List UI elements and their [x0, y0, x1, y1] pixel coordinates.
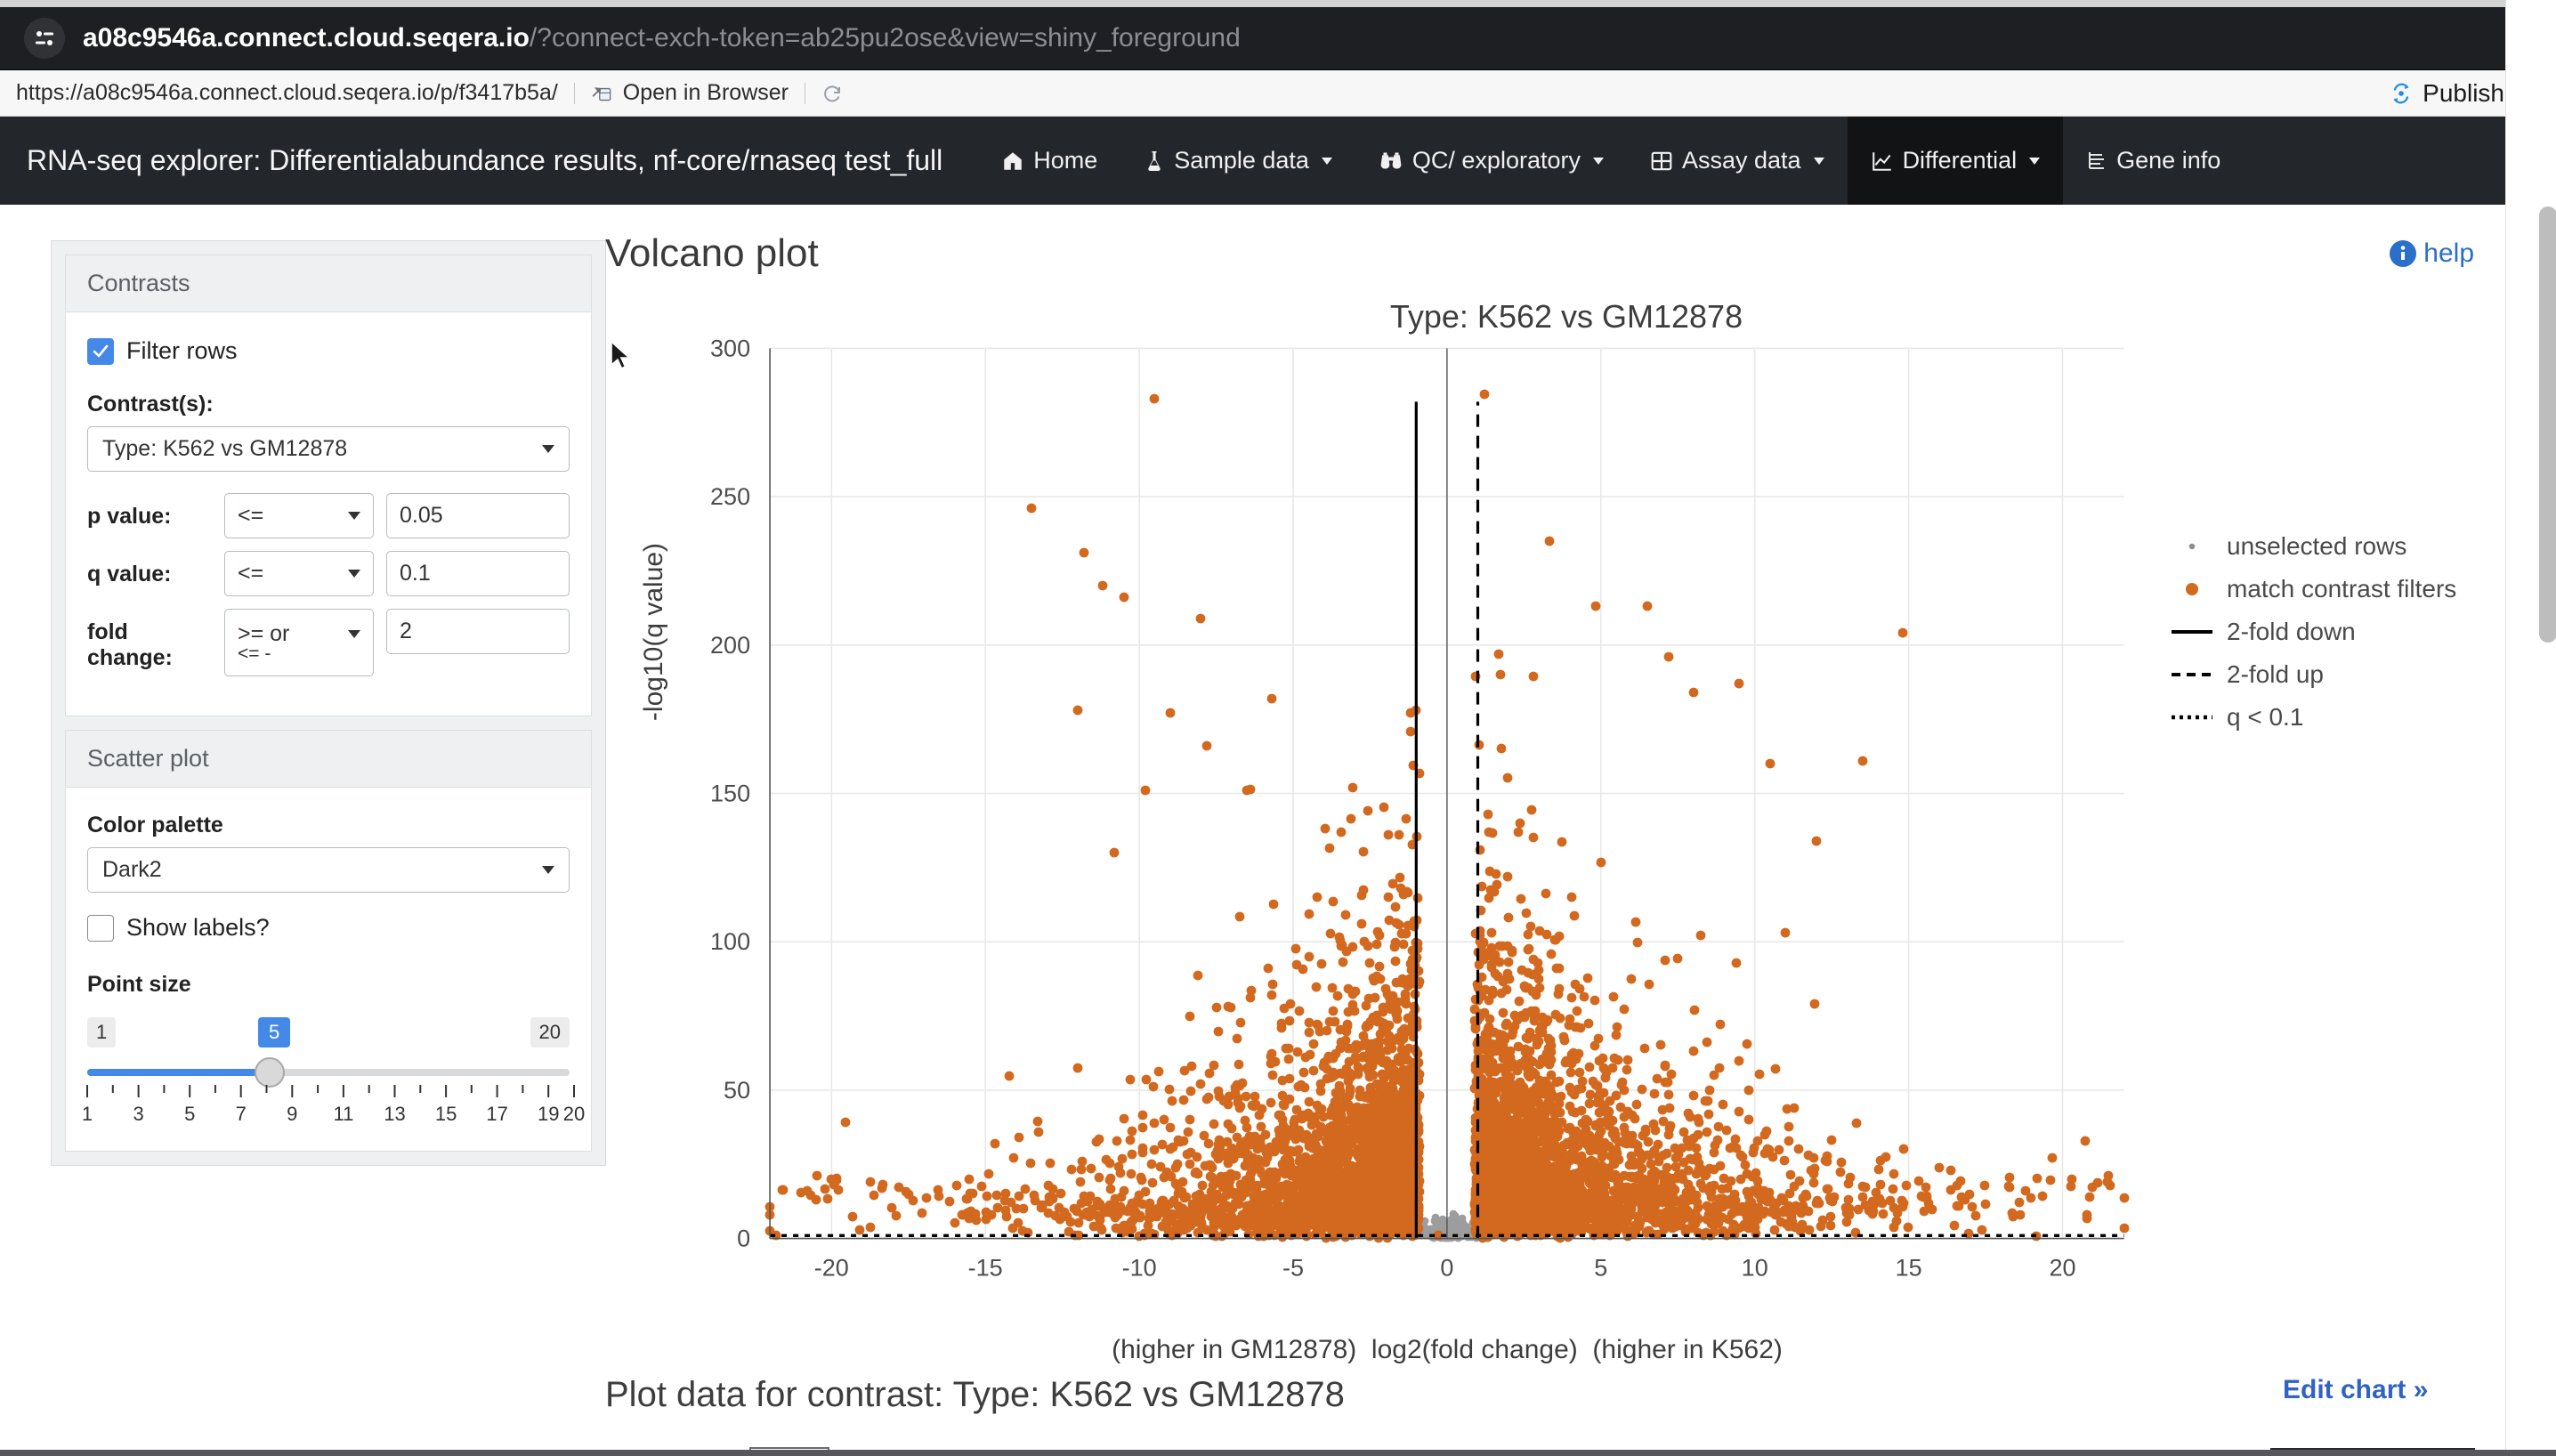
- svg-text:100: 100: [710, 928, 750, 955]
- svg-text:-15: -15: [968, 1255, 1003, 1282]
- svg-text:50: 50: [724, 1077, 750, 1104]
- svg-text:-5: -5: [1282, 1255, 1304, 1282]
- svg-text:10: 10: [1742, 1255, 1768, 1282]
- svg-text:0: 0: [1440, 1255, 1453, 1282]
- svg-text:5: 5: [1594, 1255, 1607, 1282]
- svg-text:15: 15: [1896, 1255, 1922, 1282]
- svg-text:0: 0: [737, 1225, 750, 1252]
- svg-text:150: 150: [710, 781, 750, 807]
- svg-text:300: 300: [710, 335, 750, 361]
- svg-text:250: 250: [710, 483, 750, 510]
- svg-text:200: 200: [710, 632, 750, 659]
- svg-text:-10: -10: [1122, 1255, 1157, 1282]
- svg-text:-20: -20: [814, 1255, 849, 1282]
- svg-text:20: 20: [2049, 1255, 2075, 1282]
